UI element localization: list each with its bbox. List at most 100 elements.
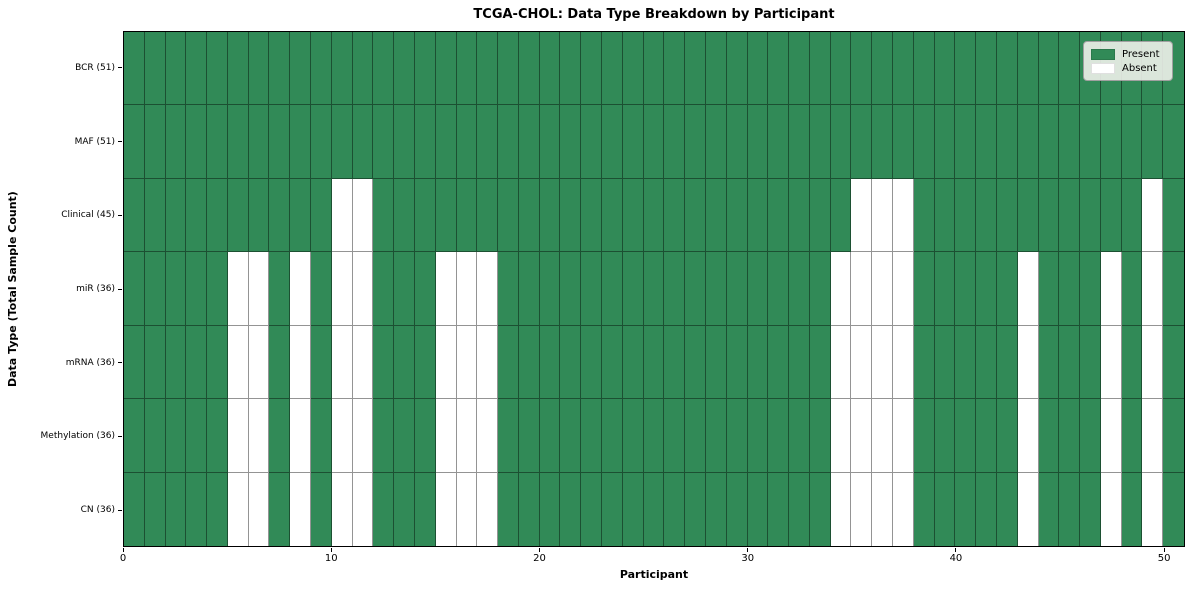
grid-cell-mRNA-p45 — [1059, 325, 1081, 400]
grid-cell-MAF-p31 — [768, 105, 790, 179]
grid-cell-CN-p48 — [1121, 472, 1143, 546]
grid-cell-MAF-p9 — [311, 105, 332, 179]
grid-cell-Clinical-p35 — [851, 178, 873, 253]
grid-cell-MAF-p28 — [705, 105, 727, 179]
grid-cell-CN-p34 — [830, 472, 852, 546]
grid-cell-miR-p21 — [560, 252, 582, 326]
grid-cell-CN-p18 — [498, 472, 519, 546]
grid-cell-miR-p38 — [913, 252, 935, 326]
grid-cell-mRNA-p50 — [1163, 325, 1184, 400]
grid-cell-Clinical-p12 — [373, 178, 395, 253]
grid-cell-miR-p25 — [643, 252, 665, 326]
grid-cell-Clinical-p39 — [934, 178, 956, 253]
grid-cell-CN-p31 — [768, 472, 790, 546]
grid-cell-Clinical-p4 — [207, 178, 228, 253]
grid-cell-Clinical-p30 — [747, 178, 769, 253]
grid-cell-MAF-p41 — [976, 105, 997, 179]
heatmap-grid — [124, 32, 1184, 546]
grid-cell-Clinical-p27 — [685, 178, 706, 253]
grid-cell-miR-p17 — [477, 252, 499, 326]
grid-cell-mRNA-p4 — [207, 325, 228, 400]
x-tick-label-0: 0 — [119, 553, 127, 564]
grid-cell-miR-p22 — [581, 252, 603, 326]
grid-cell-BCR-p17 — [477, 32, 499, 106]
grid-cell-miR-p3 — [186, 252, 208, 326]
y-tick-mark — [118, 509, 122, 511]
grid-cell-Methylation-p37 — [893, 399, 914, 473]
grid-cell-mRNA-p16 — [456, 325, 478, 400]
grid-cell-BCR-p44 — [1038, 32, 1060, 106]
grid-cell-BCR-p11 — [352, 32, 374, 106]
grid-cell-Methylation-p13 — [394, 399, 415, 473]
x-tick-label-30: 30 — [741, 553, 755, 564]
grid-cell-mRNA-p19 — [518, 325, 540, 400]
grid-cell-BCR-p40 — [955, 32, 977, 106]
grid-cell-Methylation-p49 — [1142, 399, 1164, 473]
grid-cell-CN-p12 — [373, 472, 395, 546]
grid-cell-Methylation-p6 — [248, 399, 270, 473]
grid-cell-Methylation-p19 — [518, 399, 540, 473]
grid-cell-mRNA-p21 — [560, 325, 582, 400]
grid-cell-MAF-p20 — [539, 105, 561, 179]
grid-cell-CN-p39 — [934, 472, 956, 546]
y-tick-mark — [118, 362, 122, 364]
grid-cell-miR-p45 — [1059, 252, 1081, 326]
x-tick-mark — [955, 548, 957, 552]
grid-cell-mRNA-p48 — [1121, 325, 1143, 400]
grid-cell-CN-p41 — [976, 472, 997, 546]
grid-cell-mRNA-p25 — [643, 325, 665, 400]
grid-cell-Methylation-p25 — [643, 399, 665, 473]
y-tick-mark — [118, 435, 122, 437]
y-tick-mark — [118, 288, 122, 290]
grid-cell-Methylation-p46 — [1080, 399, 1101, 473]
grid-cell-Methylation-p24 — [622, 399, 644, 473]
grid-cell-Clinical-p46 — [1080, 178, 1101, 253]
grid-cell-Clinical-p15 — [435, 178, 457, 253]
grid-cell-CN-p7 — [269, 472, 291, 546]
grid-cell-Methylation-p40 — [955, 399, 977, 473]
grid-cell-MAF-p42 — [996, 105, 1018, 179]
grid-cell-MAF-p36 — [872, 105, 894, 179]
grid-cell-BCR-p42 — [996, 32, 1018, 106]
grid-cell-miR-p23 — [602, 252, 623, 326]
grid-cell-BCR-p6 — [248, 32, 270, 106]
grid-cell-miR-p16 — [456, 252, 478, 326]
grid-cell-Clinical-p45 — [1059, 178, 1081, 253]
grid-cell-Clinical-p20 — [539, 178, 561, 253]
grid-cell-miR-p32 — [789, 252, 810, 326]
y-tick-label-BCR: BCR (51) — [75, 62, 115, 73]
x-axis-label: Participant — [619, 568, 689, 581]
grid-cell-CN-p9 — [311, 472, 332, 546]
grid-cell-miR-p6 — [248, 252, 270, 326]
grid-cell-CN-p11 — [352, 472, 374, 546]
grid-cell-BCR-p16 — [456, 32, 478, 106]
grid-cell-CN-p16 — [456, 472, 478, 546]
grid-cell-MAF-p46 — [1080, 105, 1101, 179]
grid-cell-CN-p19 — [518, 472, 540, 546]
grid-cell-Clinical-p24 — [622, 178, 644, 253]
grid-cell-Methylation-p8 — [290, 399, 312, 473]
grid-cell-CN-p50 — [1163, 472, 1184, 546]
grid-cell-miR-p31 — [768, 252, 790, 326]
grid-cell-MAF-p49 — [1142, 105, 1164, 179]
grid-cell-mRNA-p33 — [809, 325, 831, 400]
grid-cell-BCR-p34 — [830, 32, 852, 106]
grid-cell-CN-p25 — [643, 472, 665, 546]
grid-cell-BCR-p13 — [394, 32, 415, 106]
grid-cell-miR-p24 — [622, 252, 644, 326]
grid-cell-MAF-p43 — [1017, 105, 1039, 179]
grid-cell-MAF-p2 — [165, 105, 187, 179]
x-tick-mark — [122, 548, 124, 552]
grid-cell-Clinical-p5 — [227, 178, 249, 253]
grid-cell-MAF-p25 — [643, 105, 665, 179]
grid-cell-Methylation-p30 — [747, 399, 769, 473]
grid-cell-CN-p17 — [477, 472, 499, 546]
grid-cell-Methylation-p11 — [352, 399, 374, 473]
grid-cell-mRNA-p49 — [1142, 325, 1164, 400]
grid-cell-Methylation-p5 — [227, 399, 249, 473]
grid-cell-miR-p20 — [539, 252, 561, 326]
grid-cell-mRNA-p6 — [248, 325, 270, 400]
grid-cell-MAF-p22 — [581, 105, 603, 179]
grid-cell-CN-p30 — [747, 472, 769, 546]
grid-cell-mRNA-p28 — [705, 325, 727, 400]
